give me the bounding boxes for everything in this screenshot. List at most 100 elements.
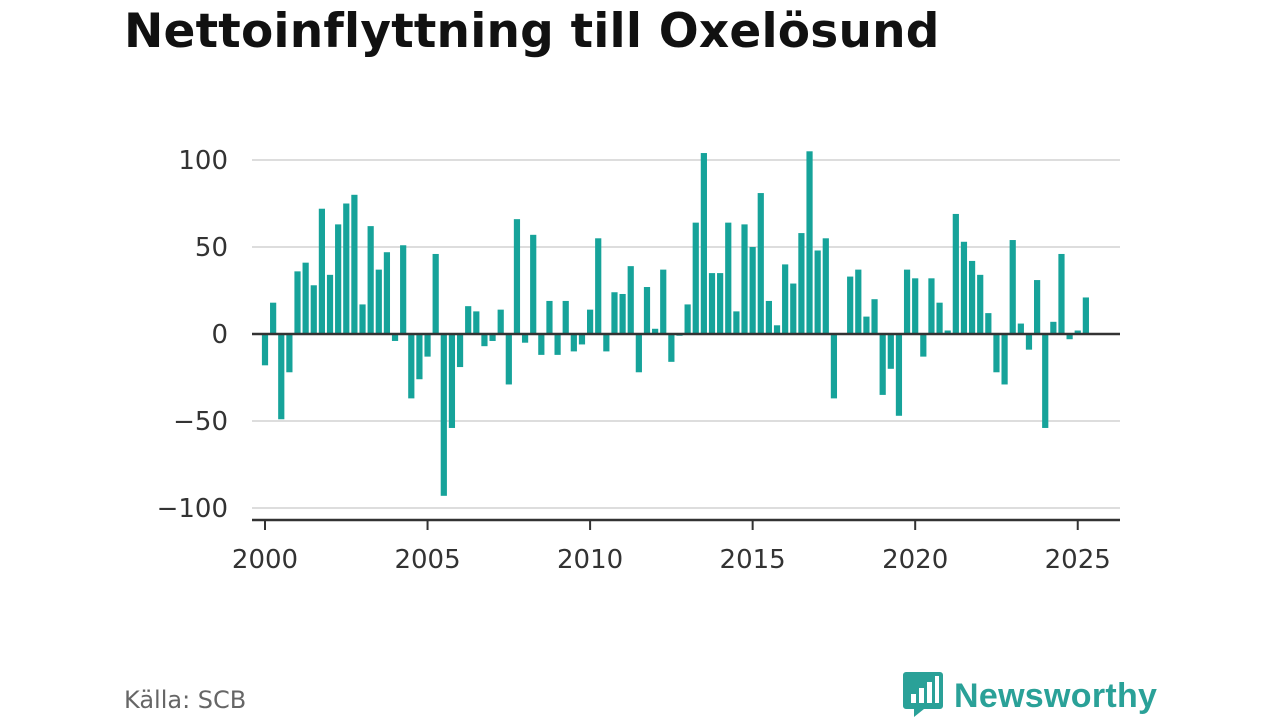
bar [912, 278, 919, 334]
bar [587, 309, 594, 334]
bar [968, 260, 976, 334]
bar [294, 271, 301, 334]
bar [660, 269, 667, 334]
bar [798, 233, 805, 334]
bar [1042, 334, 1049, 428]
x-tick-label: 2020 [882, 545, 948, 575]
brand-name: Newsworthy [954, 676, 1158, 715]
bar [367, 226, 374, 334]
bar [822, 238, 829, 334]
y-tick-label: 50 [195, 233, 228, 263]
bar [286, 334, 293, 373]
bar [944, 330, 951, 334]
bar [1074, 330, 1081, 334]
bar [887, 334, 894, 369]
bar [302, 262, 309, 334]
bar [871, 299, 878, 334]
bar [903, 269, 911, 334]
bar [440, 334, 447, 496]
bar [863, 316, 870, 334]
bar [481, 334, 488, 347]
x-tick-label: 2010 [557, 545, 623, 575]
bar [700, 153, 707, 334]
bar [554, 334, 561, 355]
x-tick-label: 2025 [1045, 545, 1111, 575]
bar [773, 325, 781, 334]
bar [318, 208, 325, 334]
bar [806, 151, 813, 334]
bar [570, 334, 577, 352]
bar [310, 285, 317, 334]
bar [603, 334, 610, 352]
bar [619, 293, 626, 334]
bar [1025, 334, 1033, 350]
bar [725, 222, 732, 334]
x-tick-label: 2015 [720, 545, 786, 575]
bar [952, 213, 959, 334]
bar [432, 253, 439, 334]
bar [985, 313, 992, 334]
bar [465, 306, 472, 334]
bar [765, 300, 772, 334]
bar [790, 283, 797, 334]
bar [408, 334, 415, 399]
bar [928, 278, 935, 334]
bar [993, 334, 1000, 373]
bar [879, 334, 886, 395]
bar [448, 334, 456, 428]
bar [416, 334, 423, 380]
y-tick-label: 100 [178, 146, 228, 176]
bar [652, 328, 659, 334]
bar [546, 300, 553, 334]
bar [1066, 334, 1073, 340]
bar [895, 334, 903, 416]
bar [383, 252, 391, 334]
bar [733, 311, 740, 334]
bar [1058, 253, 1065, 334]
bar [611, 292, 618, 334]
bar [920, 334, 927, 357]
bar [830, 334, 838, 399]
y-tick-label: 0 [211, 320, 228, 350]
bar [473, 311, 480, 334]
bars [261, 151, 1089, 496]
bar [530, 234, 537, 334]
bar [814, 250, 821, 334]
bar [1034, 280, 1041, 334]
bar [757, 193, 764, 334]
y-tick-label: −100 [157, 494, 228, 524]
bar [400, 245, 407, 334]
bar [749, 247, 756, 334]
bar [391, 334, 399, 341]
bar [1009, 240, 1016, 334]
bar [343, 203, 350, 334]
x-tick-label: 2005 [394, 545, 460, 575]
bar [1001, 334, 1008, 385]
gridlines [252, 159, 1120, 509]
bar [1082, 297, 1089, 334]
axes [252, 332, 1120, 530]
bar [424, 334, 431, 357]
bar [643, 287, 651, 334]
bar [684, 304, 691, 334]
bar [692, 222, 699, 334]
bar [521, 334, 529, 343]
bar [595, 238, 602, 334]
y-tick-label: −50 [173, 407, 228, 437]
bar [351, 194, 358, 334]
brand-logo[interactable]: Newsworthy [902, 670, 1157, 722]
bar [456, 334, 464, 368]
bar [270, 302, 277, 334]
bar [1017, 323, 1024, 334]
bar [708, 273, 716, 334]
bar [562, 300, 569, 334]
bar [375, 269, 382, 334]
bar [326, 274, 334, 334]
bar [335, 224, 342, 334]
bar [278, 334, 285, 420]
bar [1050, 321, 1057, 334]
bar [627, 266, 634, 334]
bar [741, 224, 748, 334]
